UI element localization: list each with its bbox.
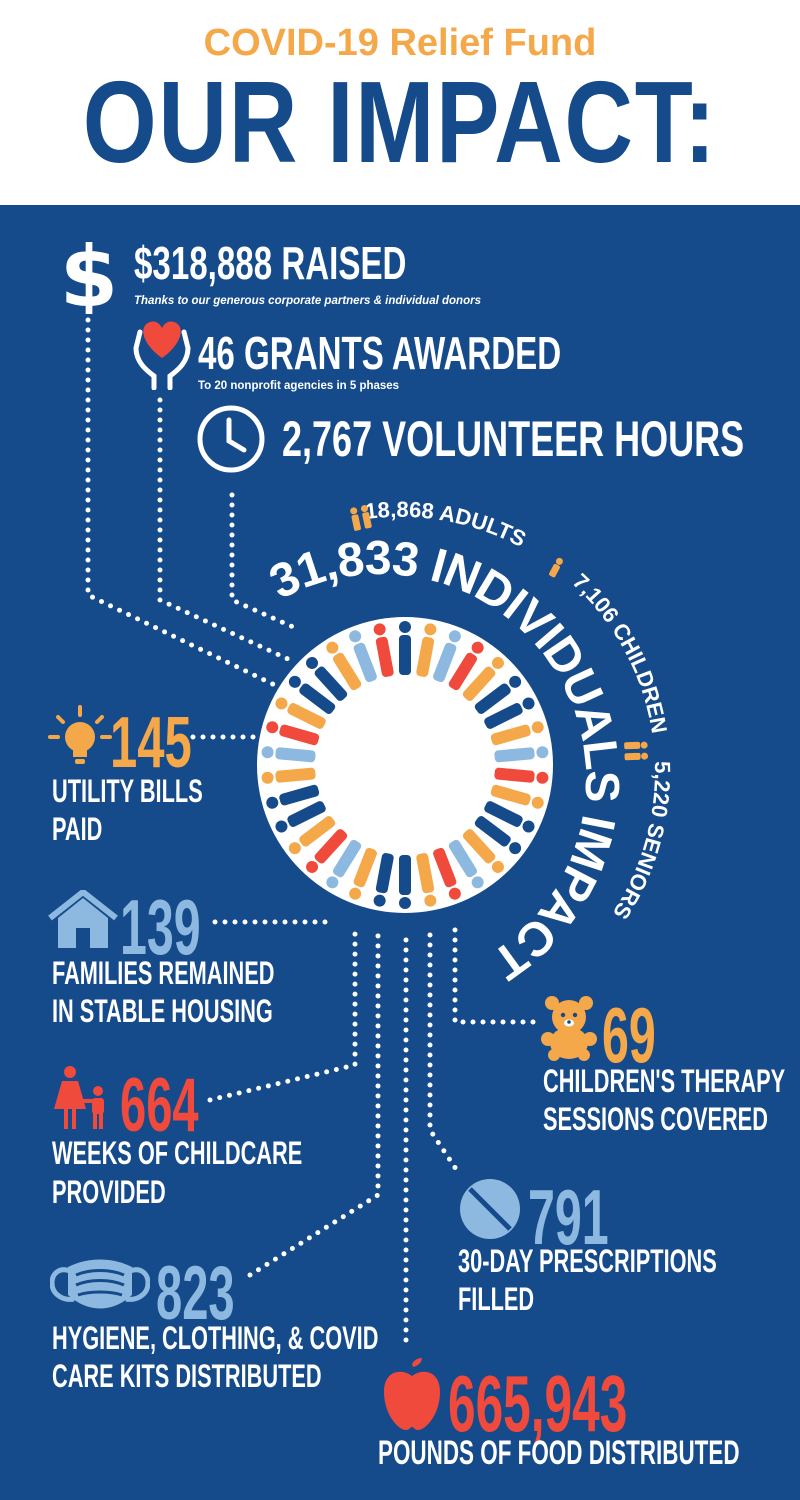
person-figure (373, 853, 394, 907)
prescriptions-label-1: 30-DAY PRESCRIPTIONS (458, 1243, 717, 1279)
person-figure (288, 675, 336, 714)
adults-icon (350, 505, 372, 531)
svg-text:$: $ (60, 232, 118, 314)
teddy-bear-icon (540, 995, 598, 1061)
person-figure (306, 657, 348, 701)
kits-label-2: CARE KITS DISTRIBUTED (52, 1358, 322, 1394)
person-figure (416, 853, 437, 907)
person-figure (494, 746, 549, 763)
lightbulb-icon (48, 705, 112, 769)
person-figure (326, 641, 362, 691)
raised-value: $318,888 RAISED (134, 237, 407, 289)
ring-center (317, 677, 493, 853)
kits-label-1: HYGIENE, CLOTHING, & COVID (52, 1320, 379, 1356)
food-value: 665,943 (448, 1359, 628, 1448)
prescriptions-value: 791 (528, 1173, 609, 1261)
person-figure (261, 746, 316, 763)
person-figure (433, 847, 461, 900)
pill-icon (458, 1177, 522, 1241)
people-ring (261, 621, 549, 909)
food-label: POUNDS OF FOOD DISTRIBUTED (378, 1434, 740, 1472)
housing-label-2: IN STABLE HOUSING (52, 993, 273, 1029)
person-figure (399, 855, 411, 909)
face-mask-icon (49, 1255, 151, 1315)
grants-caption: To 20 nonprofit agencies in 5 phases (198, 380, 400, 392)
person-figure (462, 657, 504, 701)
person-figure (474, 816, 522, 855)
header: COVID-19 Relief Fund OUR IMPACT: (0, 0, 800, 205)
kits-value: 823 (156, 1251, 235, 1336)
prescriptions-label-2: FILLED (458, 1281, 535, 1317)
dollar-icon: $ (58, 228, 120, 326)
therapy-label-1: CHILDREN'S THERAPY (543, 1063, 786, 1099)
person-figure (474, 675, 522, 714)
clock-icon (196, 404, 266, 474)
childcare-label-1: WEEKS OF CHILDCARE (52, 1135, 303, 1171)
person-figure (490, 721, 544, 746)
person-figure (266, 784, 320, 809)
person-figure (349, 847, 377, 900)
person-figure (306, 829, 348, 873)
apple-icon (380, 1358, 444, 1432)
person-figure (494, 767, 549, 784)
fund-subtitle: COVID-19 Relief Fund (203, 22, 597, 64)
utility-label-2: PAID (52, 811, 103, 847)
utility-value: 145 (110, 703, 192, 783)
parent-child-icon (52, 1065, 114, 1131)
therapy-label-2: SESSIONS COVERED (543, 1101, 768, 1137)
childcare-label-2: PROVIDED (52, 1174, 166, 1210)
person-figure (484, 697, 535, 729)
person-figure (448, 839, 484, 889)
housing-label-1: FAMILIES REMAINED (52, 955, 275, 991)
person-figure (275, 697, 326, 729)
raised-caption: Thanks to our generous corporate partner… (134, 295, 481, 307)
person-figure (275, 801, 326, 833)
therapy-value: 69 (602, 991, 656, 1079)
person-figure (490, 784, 544, 809)
person-figure (433, 630, 461, 683)
utility-label-1: UTILITY BILLS (52, 773, 203, 809)
heart-hands-icon (132, 318, 192, 391)
volunteer-value: 2,767 VOLUNTEER HOURS (282, 411, 745, 467)
person-figure (416, 623, 437, 677)
person-figure (462, 829, 504, 873)
person-figure (326, 839, 362, 889)
person-figure (266, 721, 320, 746)
seniors-icon (624, 741, 649, 761)
children-icon (549, 557, 563, 578)
person-figure (288, 816, 336, 855)
childcare-value: 664 (120, 1063, 199, 1148)
person-figure (399, 621, 411, 675)
person-figure (484, 801, 535, 833)
house-icon (48, 888, 118, 950)
housing-value: 139 (120, 883, 201, 971)
person-figure (373, 623, 394, 677)
page-title: OUR IMPACT: (82, 57, 718, 187)
grants-value: 46 GRANTS AWARDED (198, 327, 562, 379)
person-figure (349, 630, 377, 683)
person-figure (261, 767, 316, 784)
person-figure (448, 641, 484, 691)
